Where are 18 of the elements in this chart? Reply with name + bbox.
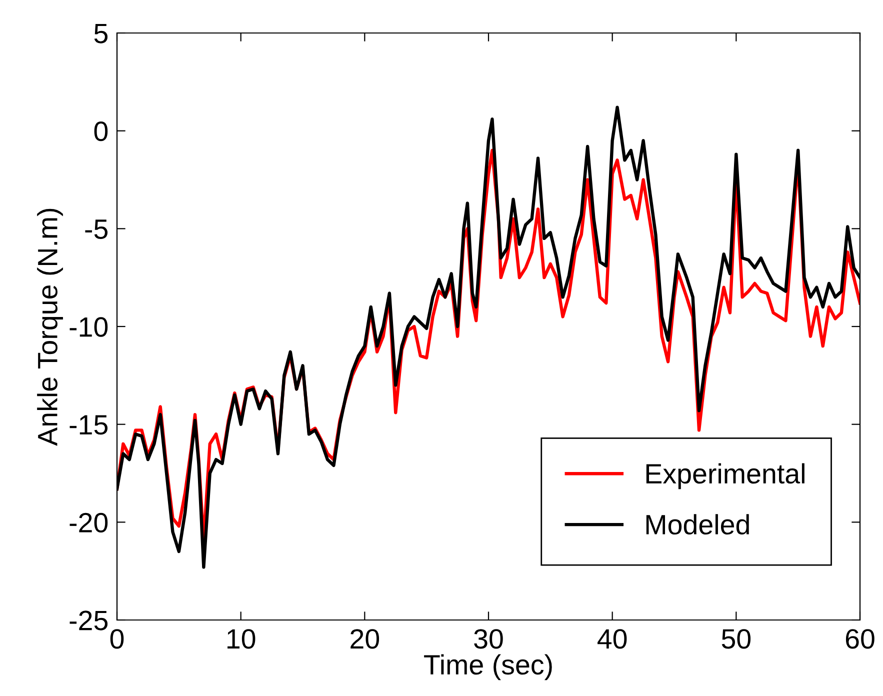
y-axis-title: Ankle Torque (N.m) [37, 208, 63, 446]
legend-label: Experimental [646, 463, 804, 490]
y-tick-label: 0 [94, 122, 108, 142]
x-tick-label: 30 [474, 629, 503, 649]
y-tick-label: 5 [94, 24, 108, 44]
x-axis-title: Time (sec) [424, 654, 552, 680]
y-tick-label: -25 [70, 610, 108, 630]
y-tick-label: -15 [70, 415, 108, 435]
y-tick-label: -5 [85, 220, 108, 240]
y-tick-label: -20 [70, 512, 108, 533]
legend-label: Modeled [646, 514, 749, 535]
x-tick-label: 60 [846, 629, 874, 649]
x-tick-label: 50 [722, 629, 751, 649]
x-tick-label: 10 [228, 629, 256, 649]
y-tick-label: -10 [70, 317, 108, 337]
x-tick-label: 0 [110, 629, 124, 649]
x-tick-label: 40 [598, 629, 627, 649]
x-tick-label: 20 [350, 629, 380, 649]
